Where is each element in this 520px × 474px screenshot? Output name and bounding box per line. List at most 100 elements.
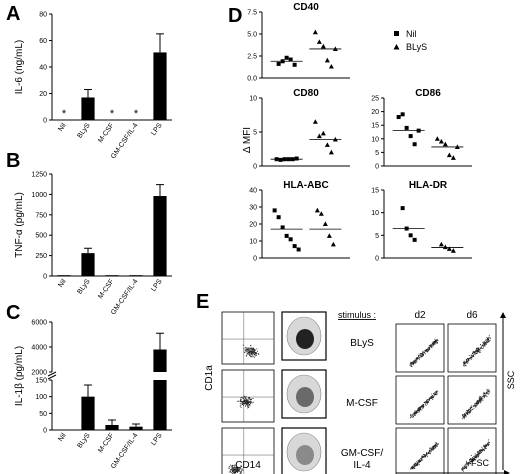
event-dot — [434, 342, 435, 344]
event-dot — [428, 347, 430, 349]
event-dot — [477, 350, 479, 352]
category-label: BLyS — [76, 122, 91, 140]
event-dot — [477, 349, 479, 351]
plot-frame — [221, 311, 275, 365]
event-dot — [477, 456, 479, 458]
event-dot — [435, 445, 437, 447]
point-blys — [328, 63, 334, 69]
event-dot — [242, 401, 244, 403]
y-axis-label: IL-1β (pg/mL) — [14, 346, 25, 406]
event-dot — [421, 406, 423, 408]
event-dot — [427, 402, 429, 403]
event-dot — [249, 400, 251, 402]
event-dot — [246, 353, 248, 355]
event-dot — [258, 354, 260, 356]
event-dot — [246, 400, 248, 402]
event-dot — [463, 468, 465, 469]
event-dot — [483, 446, 485, 448]
cd1a-axis-label: CD1a — [204, 365, 215, 391]
category-label: M-CSF — [97, 122, 115, 144]
event-dot — [234, 471, 236, 473]
event-dot — [411, 361, 413, 363]
event-dot — [433, 344, 435, 346]
event-dot — [243, 400, 245, 402]
y-tick-label: 500 — [35, 233, 47, 240]
event-dot — [426, 399, 428, 401]
point-blys — [446, 246, 452, 251]
point-nil — [288, 237, 293, 242]
event-dot — [469, 358, 471, 360]
event-dot — [235, 469, 236, 471]
event-dot — [232, 465, 234, 467]
event-dot — [414, 361, 416, 363]
event-dot — [466, 409, 468, 411]
event-dot — [254, 353, 256, 354]
event-dot — [473, 458, 475, 460]
event-dot — [245, 355, 247, 357]
event-dot — [253, 351, 255, 353]
event-dot — [434, 445, 436, 447]
event-dot — [418, 459, 420, 461]
event-dot — [484, 343, 486, 345]
point-nil — [412, 237, 417, 242]
event-dot — [414, 462, 416, 464]
category-label: LPS — [150, 122, 164, 137]
event-dot — [464, 414, 466, 416]
event-dot — [415, 463, 417, 465]
event-dot — [469, 458, 471, 460]
event-dot — [410, 362, 412, 364]
event-dot — [465, 414, 466, 416]
y-tick-label: 750 — [35, 212, 47, 219]
event-dot — [474, 459, 476, 461]
point-blys — [450, 155, 456, 160]
event-dot — [420, 357, 422, 359]
event-dot — [237, 470, 239, 472]
point-blys — [320, 130, 326, 136]
ssc-axis-label: SSC — [506, 370, 516, 389]
event-dot — [418, 357, 420, 359]
event-dot — [423, 352, 425, 354]
ssc-arrowhead — [500, 312, 506, 318]
event-dot — [246, 348, 248, 350]
event-dot — [246, 402, 248, 404]
category-label: Nil — [57, 278, 68, 289]
event-dot — [487, 337, 489, 339]
event-dot — [236, 470, 238, 472]
event-dot — [235, 469, 237, 471]
y-axis-label: Δ MFI — [242, 127, 253, 153]
event-dot — [485, 392, 487, 394]
day-label-d6: d6 — [466, 310, 478, 321]
event-dot — [486, 338, 488, 340]
event-dot — [412, 361, 414, 363]
event-dot — [479, 396, 481, 398]
point-blys — [318, 211, 324, 216]
event-dot — [236, 471, 238, 473]
event-dot — [471, 461, 473, 463]
event-dot — [249, 403, 251, 405]
event-dot — [482, 448, 484, 450]
event-dot — [414, 414, 415, 416]
event-dot — [424, 402, 426, 404]
event-dot — [418, 460, 420, 462]
point-blys — [438, 241, 444, 247]
event-dot — [245, 349, 247, 351]
event-dot — [228, 466, 230, 468]
cd14-axis-label: CD14 — [235, 460, 261, 471]
event-dot — [422, 350, 424, 352]
event-dot — [418, 407, 420, 409]
event-dot — [463, 361, 464, 363]
event-dot — [437, 340, 439, 342]
event-dot — [435, 391, 437, 393]
event-dot — [431, 343, 433, 345]
event-dot — [470, 409, 472, 411]
event-dot — [234, 470, 236, 472]
event-dot — [410, 414, 411, 416]
event-dot — [246, 396, 247, 398]
row-label-gmcsf: GM-CSF/ — [341, 448, 383, 459]
event-dot — [229, 471, 231, 473]
y-tick-label: 5 — [253, 130, 257, 137]
event-dot — [230, 466, 232, 468]
event-dot — [477, 352, 478, 354]
event-dot — [462, 416, 464, 418]
event-dot — [483, 449, 485, 451]
